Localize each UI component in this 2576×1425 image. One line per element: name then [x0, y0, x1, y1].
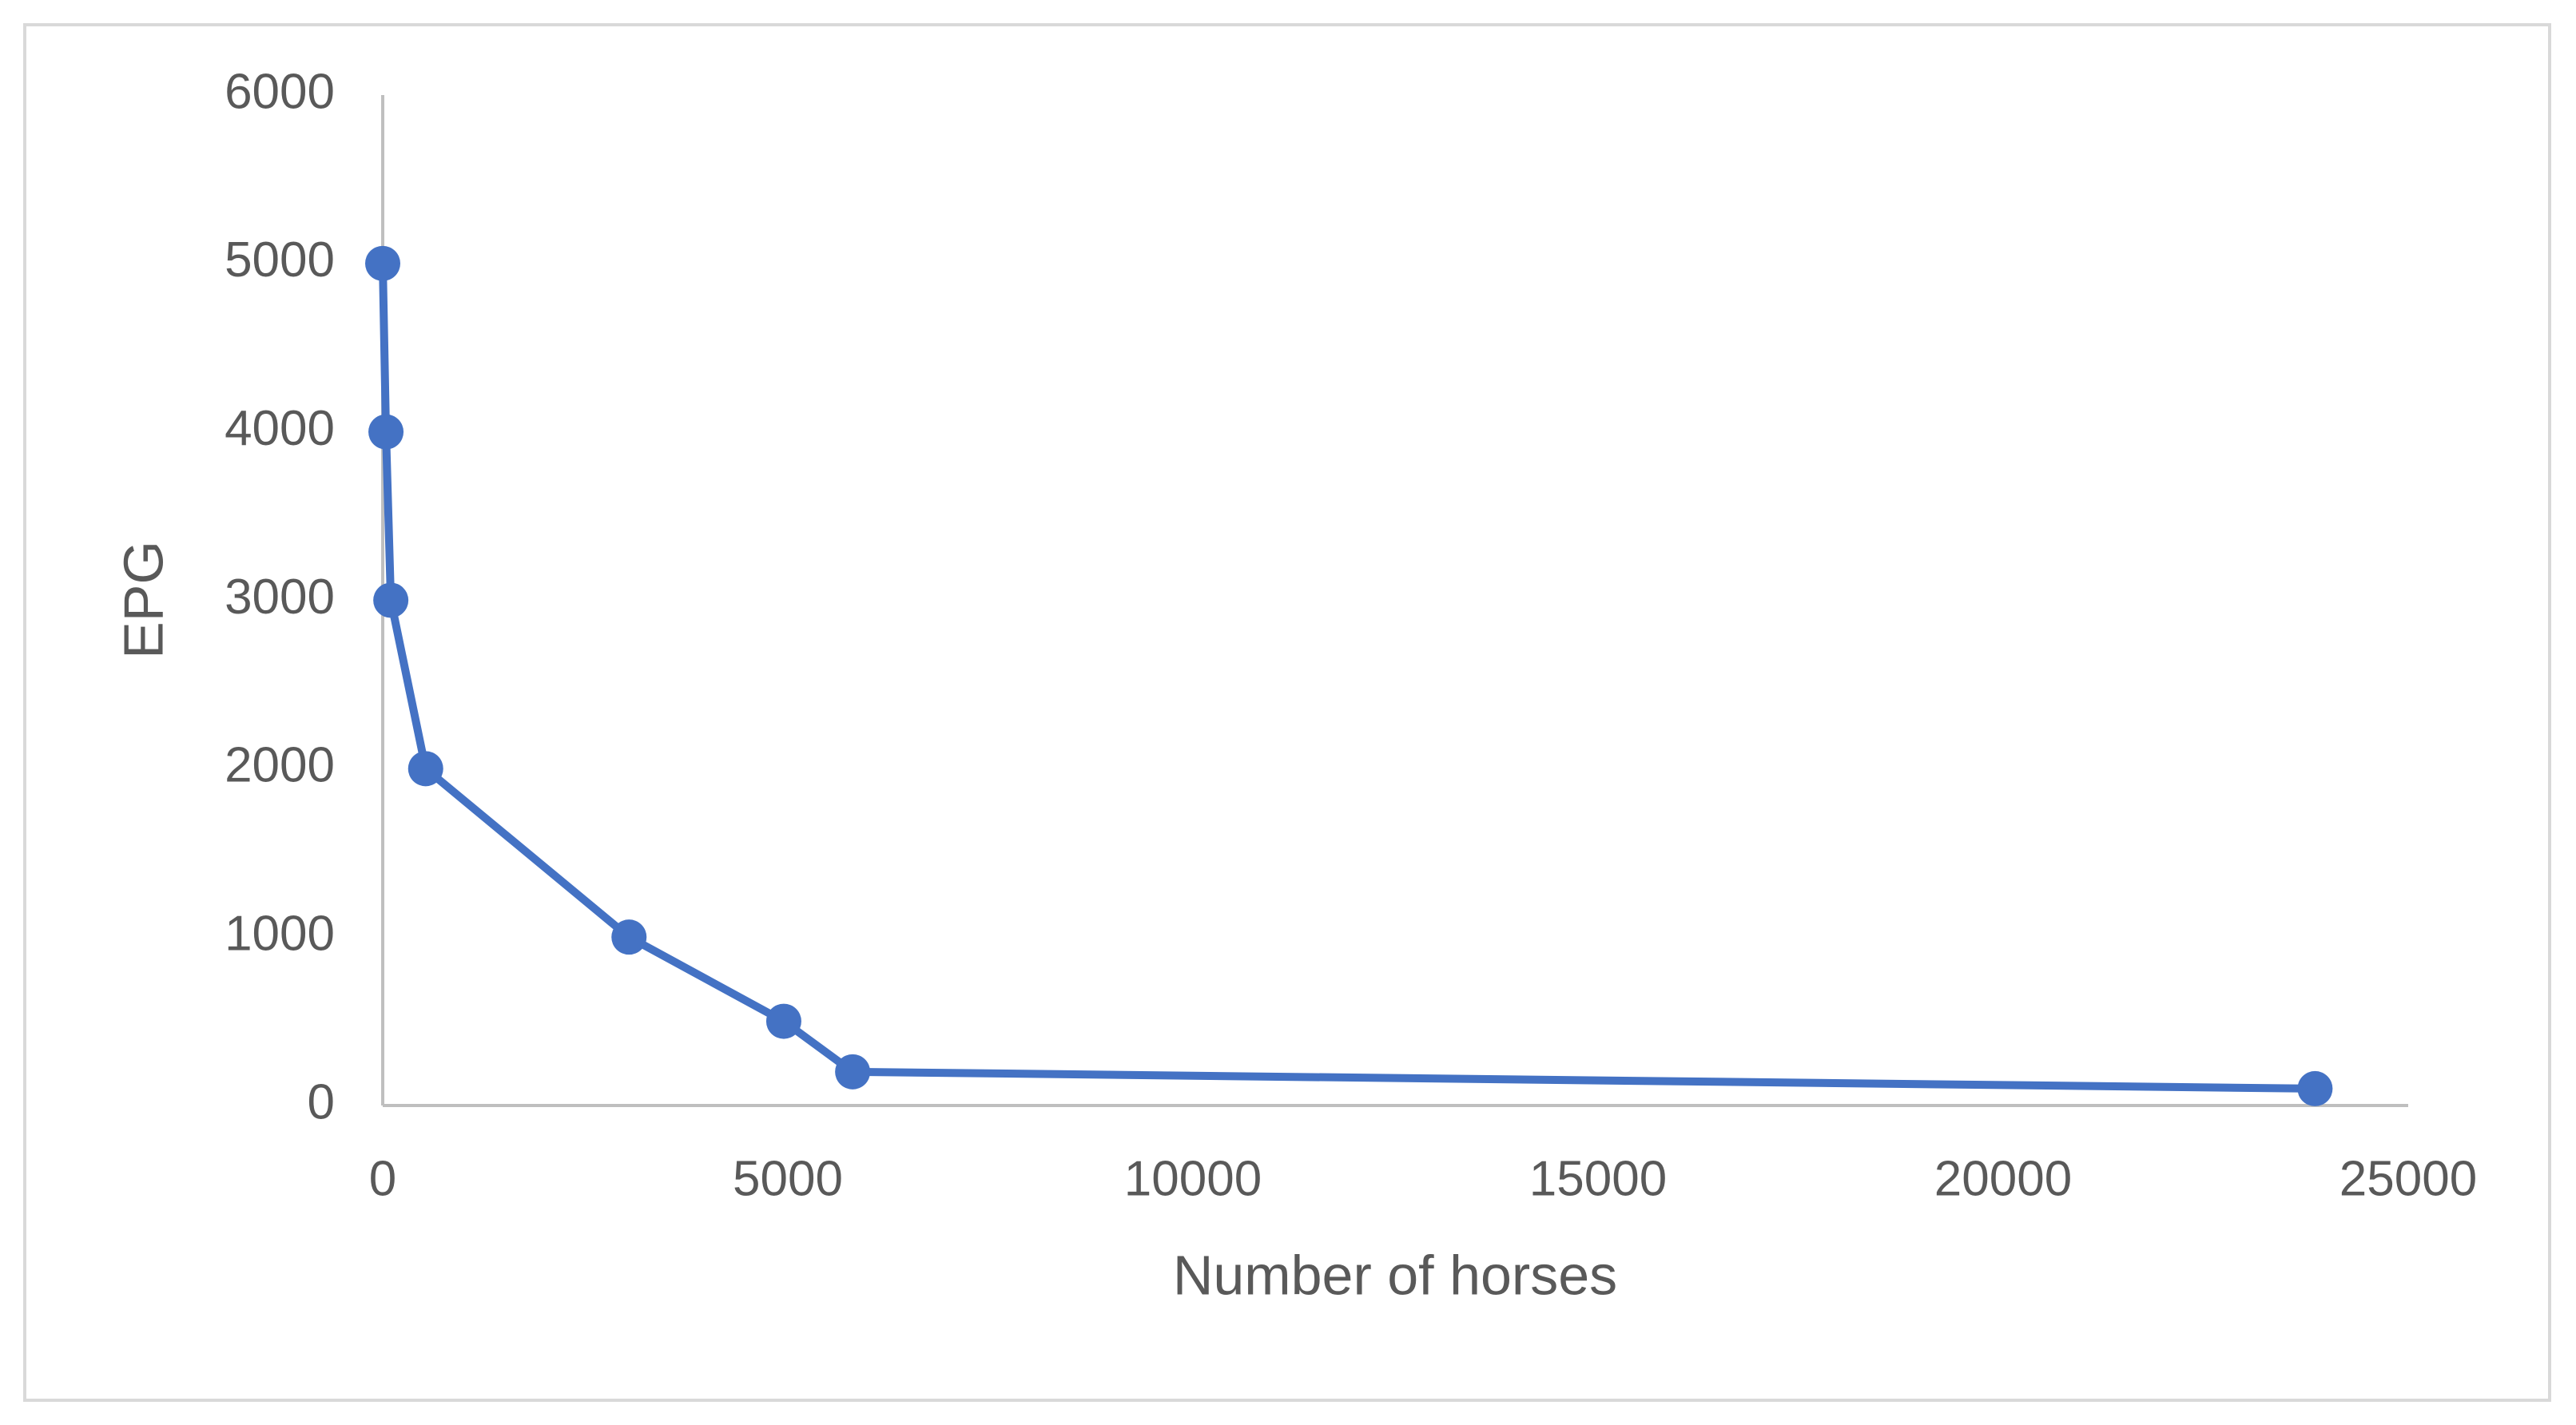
x-tick-label: 0 — [369, 1151, 396, 1206]
y-tick-label: 2000 — [225, 738, 335, 793]
y-tick-label: 3000 — [225, 570, 335, 625]
x-tick-label: 15000 — [1529, 1151, 1667, 1206]
y-tick-label: 1000 — [225, 907, 335, 962]
data-point — [765, 1003, 801, 1039]
y-tick-label: 5000 — [225, 232, 335, 288]
y-tick-label: 0 — [308, 1074, 335, 1129]
x-tick-label: 20000 — [1934, 1151, 2072, 1206]
data-point — [611, 919, 647, 955]
data-point — [373, 582, 409, 618]
y-axis-title: EPG — [112, 541, 174, 659]
data-point — [368, 414, 404, 450]
x-tick-label: 25000 — [2339, 1151, 2477, 1206]
x-axis-title: Number of horses — [1173, 1244, 1617, 1306]
chart-border — [23, 23, 2551, 1402]
data-point — [2297, 1070, 2333, 1106]
data-point — [407, 751, 443, 787]
data-point — [835, 1054, 871, 1090]
x-tick-label: 5000 — [733, 1151, 843, 1206]
x-tick-label: 10000 — [1124, 1151, 1262, 1206]
y-tick-label: 6000 — [225, 64, 335, 119]
data-point — [365, 245, 400, 281]
y-tick-label: 4000 — [225, 401, 335, 456]
